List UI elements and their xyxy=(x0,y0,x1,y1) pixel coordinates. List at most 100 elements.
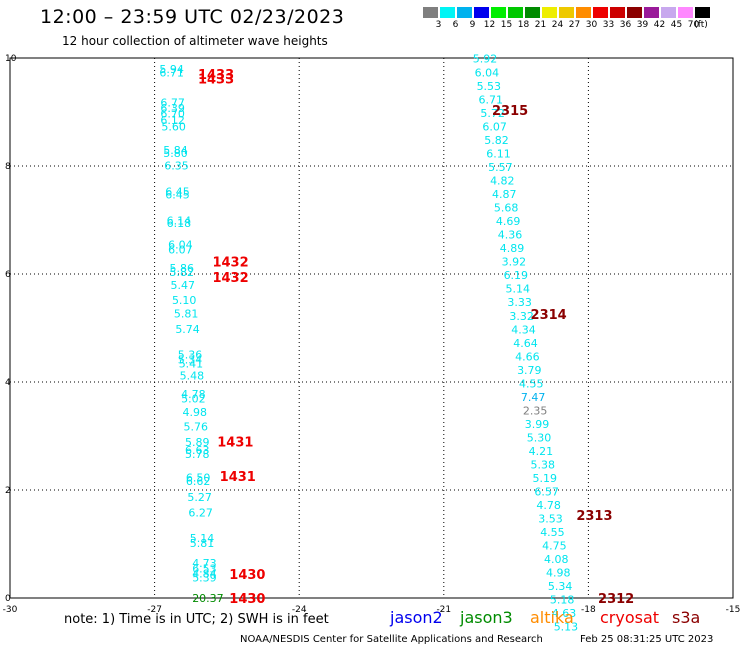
y-tick-label: 10 xyxy=(5,54,17,64)
generated-timestamp: Feb 25 08:31:25 UTC 2023 xyxy=(580,634,714,645)
swh-value-label: 4.08 xyxy=(544,553,569,566)
colorbar-swatch xyxy=(473,6,490,19)
plot-frame xyxy=(9,57,734,599)
legend-jason2: jason2 xyxy=(390,608,443,627)
swh-value-label: 5.74 xyxy=(175,323,200,336)
colorbar-swatch xyxy=(660,6,677,19)
swh-value-label: 6.71 xyxy=(159,67,184,80)
swh-value-label: 4.89 xyxy=(500,242,525,255)
swh-value-label: 4.63 xyxy=(552,607,577,620)
swh-value-label: 5.82 xyxy=(170,266,195,279)
swh-value-label: 5.76 xyxy=(184,420,209,433)
swh-value-label: 5.41 xyxy=(179,358,204,371)
swh-value-label: 6.18 xyxy=(167,217,192,230)
x-tick-label: -30 xyxy=(3,605,18,615)
time-label: 1431 xyxy=(217,435,253,450)
colorbar-swatch xyxy=(575,6,592,19)
time-label: 1431 xyxy=(220,470,256,485)
swh-value-label: 6.45 xyxy=(165,189,190,202)
swh-value-label: 6.53 xyxy=(192,562,217,575)
swh-value-label: 5.57 xyxy=(488,161,513,174)
swh-value-label: 4.21 xyxy=(529,445,554,458)
swh-value-label: 5.18 xyxy=(550,594,575,607)
legend-cryosat: cryosat xyxy=(600,608,660,627)
swh-value-label: 5.34 xyxy=(178,353,203,366)
colorbar-label: 36 xyxy=(619,20,632,30)
time-label: 2314 xyxy=(531,308,567,323)
y-tick-label: 0 xyxy=(5,594,11,604)
swh-value-label: 6.70 xyxy=(160,108,185,121)
colorbar-swatch xyxy=(643,6,660,19)
legend-altika: altika xyxy=(530,608,574,627)
swh-value-label: 4.64 xyxy=(513,337,538,350)
time-label: 1433 xyxy=(198,68,234,83)
colorbar-swatch xyxy=(507,6,524,19)
colorbar-label: 33 xyxy=(602,20,615,30)
swh-value-label: 4.55 xyxy=(540,526,565,539)
colorbar-label: 18 xyxy=(517,20,530,30)
swh-value-label: 5.10 xyxy=(172,294,197,307)
time-label: 1432 xyxy=(212,256,248,271)
colorbar-swatch xyxy=(524,6,541,19)
colorbar-unit: (ft) xyxy=(694,20,708,30)
swh-value-label: 5.27 xyxy=(187,491,212,504)
swh-value-label: 5.82 xyxy=(484,134,509,147)
swh-value-label: 5.19 xyxy=(532,472,557,485)
colorbar-swatch xyxy=(626,6,643,19)
swh-value-label: 5.78 xyxy=(185,448,210,461)
colorbar-label: 27 xyxy=(568,20,581,30)
swh-value-label: 4.78 xyxy=(181,388,206,401)
swh-value-label: 4.87 xyxy=(492,188,517,201)
colorbar-label: 42 xyxy=(653,20,666,30)
chart-subtitle: 12 hour collection of altimeter wave hei… xyxy=(62,34,328,48)
swh-value-label: 5.81 xyxy=(190,537,215,550)
swh-value-label: 3.99 xyxy=(525,418,550,431)
swh-value-label: 6.14 xyxy=(167,215,192,228)
swh-value-label: 5.92 xyxy=(473,53,498,66)
swh-value-label: 6.45 xyxy=(165,185,190,198)
swh-value-label: 6.07 xyxy=(482,121,507,134)
colorbar-label: 21 xyxy=(534,20,547,30)
swh-value-label: 6.39 xyxy=(160,102,185,115)
colorbar-label: 3 xyxy=(435,20,442,30)
swh-value-label: 4.73 xyxy=(192,557,217,570)
swh-value-label: 5.38 xyxy=(531,459,556,472)
colorbar-label: 30 xyxy=(585,20,598,30)
colorbar-label: 9 xyxy=(469,20,476,30)
colorbar-label: 6 xyxy=(452,20,459,30)
swh-value-label: 6.35 xyxy=(164,159,189,172)
swh-value-label: 4.66 xyxy=(515,351,540,364)
swh-value-label: 6.07 xyxy=(168,244,193,257)
swh-value-label: 4.82 xyxy=(490,175,515,188)
swh-value-label: 3.53 xyxy=(538,513,563,526)
swh-value-label: 4.34 xyxy=(511,324,536,337)
swh-value-label: 6.63 xyxy=(185,444,210,457)
swh-value-label: 6.11 xyxy=(486,148,511,161)
credit-line: NOAA/NESDIS Center for Satellite Applica… xyxy=(240,634,543,645)
swh-value-label: 4.98 xyxy=(546,567,571,580)
y-tick-label: 6 xyxy=(5,270,11,280)
time-label: 2312 xyxy=(598,592,634,607)
x-tick-label: -21 xyxy=(436,605,451,615)
x-tick-label: -18 xyxy=(581,605,596,615)
swh-value-label: 5.72 xyxy=(480,107,505,120)
swh-value-label: 6.27 xyxy=(188,507,213,520)
time-label: 2315 xyxy=(492,104,528,119)
swh-value-label: 5.84 xyxy=(163,144,188,157)
swh-value-label: 5.60 xyxy=(161,121,186,134)
swh-value-label: 4.75 xyxy=(542,540,567,553)
colorbar-label: 70 xyxy=(687,20,700,30)
legend-s3a: s3a xyxy=(672,608,701,627)
colorbar-swatch xyxy=(677,6,694,19)
chart-title: 12:00 – 23:59 UTC 02/23/2023 xyxy=(40,6,345,28)
swh-value-label: 6.57 xyxy=(534,486,559,499)
swh-value-label: 5.89 xyxy=(185,436,210,449)
y-tick-label: 4 xyxy=(5,378,11,388)
swh-value-label: 3.32 xyxy=(509,310,534,323)
swh-value-label: 5.14 xyxy=(190,532,215,545)
colorbar-label: 45 xyxy=(670,20,683,30)
swh-value-label: 2.35 xyxy=(523,405,548,418)
time-label: 1432 xyxy=(212,271,248,286)
y-tick-label: 8 xyxy=(5,162,11,172)
swh-value-label: 4.36 xyxy=(498,229,523,242)
